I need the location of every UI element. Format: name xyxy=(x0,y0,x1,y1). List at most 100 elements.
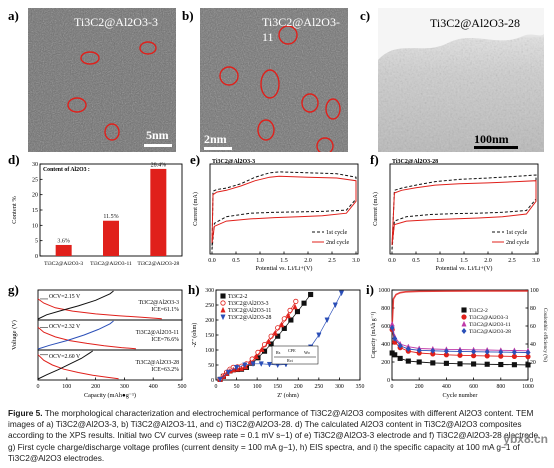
y2-tick-label: 60 xyxy=(530,324,536,330)
marker-ring xyxy=(80,51,100,65)
data-point xyxy=(294,309,301,315)
chart-h: 0 50 100 150 200 250 300 350 0 50 100 150 200 250 300 Z… xyxy=(191,288,364,399)
data-point xyxy=(397,355,403,361)
x-tick-label: 600 xyxy=(469,384,478,390)
legend-marker xyxy=(220,306,226,313)
legend-marker xyxy=(461,314,467,320)
x-tick-label: 1.5 xyxy=(280,258,288,264)
x-tick-label: 1.0 xyxy=(256,258,264,264)
figure-caption: Figure 5. The morphological characteriza… xyxy=(8,408,548,464)
bar xyxy=(150,168,167,256)
tem-image-c: Ti3C2@Al2O3-28 100nm xyxy=(378,8,544,152)
x-tick-label: 50 xyxy=(234,384,240,390)
data-point xyxy=(292,303,298,310)
data-point xyxy=(281,325,287,331)
bar xyxy=(55,244,72,256)
circuit-inset xyxy=(271,345,319,365)
chart-title: Ti3C2@Al2O3-28 xyxy=(392,159,438,165)
caption-text: The morphological characterization and e… xyxy=(8,408,541,463)
circuit-label: Rct xyxy=(287,358,294,363)
marker-ring xyxy=(67,97,87,113)
x-tick-label: 1.5 xyxy=(460,258,468,264)
y-tick-label: 250 xyxy=(205,303,214,309)
data-point xyxy=(405,358,411,364)
data-point xyxy=(525,362,531,368)
y-tick-label: 50 xyxy=(208,363,214,369)
plot-frame xyxy=(37,349,183,381)
marker-ring xyxy=(316,137,334,152)
y-tick-label: 30 xyxy=(32,162,38,168)
scale-label-a: 5nm xyxy=(146,128,169,142)
x-axis-label: Capacity (mAh●g⁻¹) xyxy=(84,392,136,399)
data-point xyxy=(430,360,436,366)
data-point xyxy=(279,321,285,328)
data-point xyxy=(301,300,307,306)
x-tick-label: 0 xyxy=(391,384,394,390)
x-axis-label: Cycle number xyxy=(443,392,478,399)
scale-bar-a xyxy=(144,144,172,147)
x-tick-label: 2.5 xyxy=(508,258,516,264)
y-axis-label: -Z'' (ohm) xyxy=(191,323,198,348)
x-tick-label: 400 xyxy=(149,384,158,390)
ice-label: ICE=76.6% xyxy=(151,337,179,343)
data-point xyxy=(275,333,281,339)
data-point xyxy=(266,361,273,368)
tem-title-c: Ti3C2@Al2O3-28 xyxy=(430,16,520,30)
x-tick-label: 800 xyxy=(496,384,505,390)
scale-bar-b xyxy=(204,147,232,150)
data-point xyxy=(525,349,531,356)
marker-ring xyxy=(104,123,120,141)
chart-d: 0 5 10 15 20 25 30 Content of Al2O3 : Content % 3… xyxy=(11,162,183,267)
ice-label: ICE=63.2% xyxy=(151,367,179,373)
tem-texture-a xyxy=(28,8,176,152)
x-tick-label: 400 xyxy=(442,384,451,390)
marker-ring xyxy=(325,98,341,120)
legend-label: 1st cycle xyxy=(506,230,527,236)
sample-label: Ti3C2@Al2O3-11 xyxy=(136,330,179,336)
data-point xyxy=(471,361,477,367)
tem-texture-c xyxy=(378,8,544,152)
legend-marker xyxy=(461,320,467,327)
legend-label: Ti3C2@Al2O3-11 xyxy=(469,322,511,328)
marker-ring xyxy=(257,119,275,141)
y-tick-label: 1000 xyxy=(378,288,390,294)
panel-label-e: e) xyxy=(190,152,201,167)
marker-ring xyxy=(219,66,239,86)
y-tick-label: 0 xyxy=(35,254,38,260)
marker-ring xyxy=(139,41,157,55)
data-point xyxy=(242,362,248,369)
legend-marker xyxy=(220,314,226,321)
legend-marker xyxy=(220,293,226,299)
data-point xyxy=(225,369,231,376)
y2-tick-label: 100 xyxy=(530,288,539,294)
legend-label: Ti3C2@Al2O3-28 xyxy=(469,329,511,335)
bar-value-label: 11.5% xyxy=(103,214,118,220)
tem-title-a: Ti3C2@Al2O3-3 xyxy=(74,15,158,29)
y-tick-label: 0 xyxy=(387,378,390,384)
y-tick-label: 400 xyxy=(381,342,390,348)
y-tick-label: 100 xyxy=(205,348,214,354)
data-point xyxy=(266,338,272,345)
x-tick-label: 300 xyxy=(120,384,129,390)
panel-label-g: g) xyxy=(8,282,19,297)
y2-tick-label: 0 xyxy=(530,378,533,384)
data-point xyxy=(498,349,504,356)
x-tick-label: 100 xyxy=(62,384,71,390)
series-line xyxy=(219,292,342,380)
charge-curve xyxy=(37,290,114,320)
data-point xyxy=(233,364,240,371)
legend-marker xyxy=(461,307,467,313)
y-tick-label: 0 xyxy=(211,378,214,384)
data-point xyxy=(443,348,449,355)
panel-label-c: c) xyxy=(360,8,371,23)
discharge-curve xyxy=(37,354,119,380)
y-tick-label: 300 xyxy=(205,288,214,294)
tem-image-b: Ti3C2@Al2O3-11 2nm xyxy=(200,8,348,152)
watermark: ybx8.cn xyxy=(503,432,548,446)
tem-texture-b xyxy=(200,8,348,152)
legend-label: Ti3C2@Al2O3-3 xyxy=(228,301,269,307)
data-point xyxy=(258,361,264,368)
x-tick-label: 0 xyxy=(37,384,40,390)
data-point xyxy=(259,346,265,352)
ocv-label: OCV=2.32 V xyxy=(49,324,81,330)
